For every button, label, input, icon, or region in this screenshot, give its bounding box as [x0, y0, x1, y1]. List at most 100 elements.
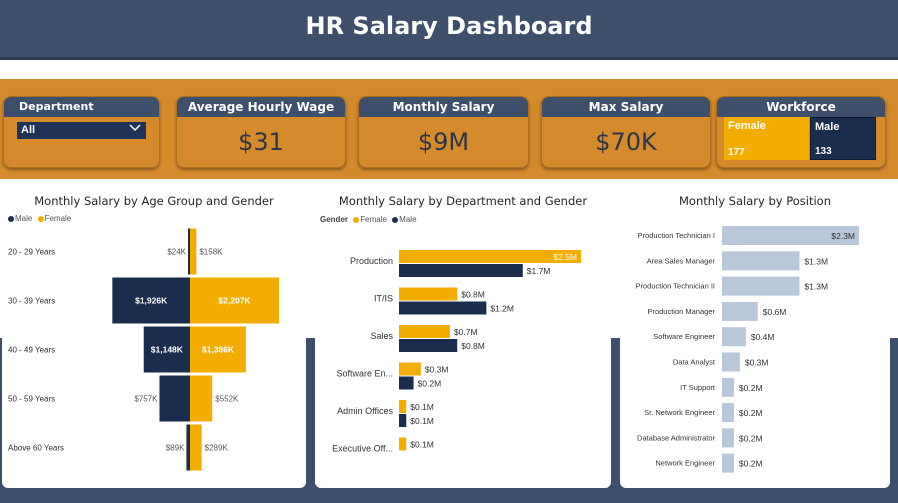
category-label: 20 - 29 Years	[8, 248, 55, 257]
department-label: Department	[4, 97, 159, 117]
data-label-male: $89K	[166, 444, 185, 453]
legend-female-dot	[37, 215, 44, 222]
bar-male	[159, 375, 190, 422]
data-label-male: $0.2M	[418, 379, 442, 389]
bar-position	[722, 327, 746, 347]
department-gender-chart-panel: Monthly Salary by Department and Gender …	[315, 190, 611, 488]
category-label: Software Engineer	[653, 332, 715, 341]
data-label-female: $552K	[215, 395, 239, 404]
category-label: 30 - 39 Years	[8, 297, 55, 306]
kpi-title: Monthly Salary	[359, 97, 528, 117]
bar-female	[190, 375, 213, 422]
data-label-female: $2.5M	[553, 252, 577, 262]
bar-position	[722, 251, 800, 271]
data-label-female: $1,386K	[202, 345, 235, 355]
kpi-card-max-salary: Max Salary $70K	[541, 96, 711, 168]
department-dropdown[interactable]: All	[17, 122, 146, 139]
data-label-male: $1.2M	[490, 304, 514, 314]
data-label-female: $0.7M	[454, 327, 478, 337]
bar-male	[143, 326, 190, 373]
category-label: Production Manager	[647, 307, 715, 316]
bar-female	[190, 326, 246, 373]
header-gap	[0, 63, 898, 79]
bar-female	[190, 424, 202, 471]
kpi-title: Max Salary	[542, 97, 710, 117]
kpi-value: $70K	[595, 128, 657, 156]
chart-title: Monthly Salary by Age Group and Gender	[34, 194, 274, 208]
data-label: $0.2M	[739, 408, 763, 418]
bar-female	[190, 277, 279, 324]
data-label-male: $0.1M	[410, 416, 434, 426]
data-label-male: $1,148K	[151, 345, 184, 355]
bar-male	[188, 228, 190, 275]
data-label: $2.3M	[831, 231, 855, 241]
bar-male	[186, 424, 190, 471]
legend-female-label: Female	[360, 215, 387, 224]
data-label-male: $1.7M	[527, 266, 551, 276]
bar-female	[190, 228, 197, 275]
kpi-value: $9M	[417, 128, 470, 156]
chart-legend: Gender Female Male	[320, 215, 417, 224]
data-label: $1.3M	[804, 282, 828, 292]
bar-female	[399, 400, 407, 413]
workforce-male-count: 133	[815, 146, 832, 157]
chart-title: Monthly Salary by Position	[678, 194, 831, 208]
category-label: Sales	[370, 331, 393, 341]
data-label: $0.2M	[739, 433, 763, 443]
bar-male	[399, 376, 414, 390]
workforce-male-tile[interactable]: Male 133	[810, 117, 876, 160]
department-gender-chart: Production $2.5M$1.7M IT/IS $0.8M $1.2M Sales…	[332, 250, 581, 454]
bar-male	[399, 301, 487, 315]
legend-male-dot	[392, 216, 399, 223]
age-gender-chart: 20 - 29 Years $24K $158K 30 - 39 Years $1,92…	[8, 228, 279, 471]
workforce-title: Workforce	[717, 97, 885, 117]
department-value: All	[21, 124, 36, 136]
age-gender-chart-panel: Monthly Salary by Age Group and Gender M…	[2, 190, 306, 488]
data-label-female: $0.1M	[410, 440, 434, 450]
bar-female	[399, 437, 407, 451]
category-label: IT Support	[680, 383, 716, 392]
legend-male-label: Male	[15, 214, 33, 223]
category-label: 50 - 59 Years	[8, 395, 55, 404]
bar-female	[399, 362, 421, 376]
data-label-female: $0.1M	[410, 402, 434, 412]
category-label: Network Engineer	[655, 459, 715, 468]
data-label-female: $0.8M	[461, 290, 485, 300]
bar-position	[722, 301, 758, 321]
bar-position	[722, 352, 740, 372]
category-label: Data Analyst	[673, 358, 716, 367]
bar-position	[722, 226, 859, 245]
bar-male	[399, 414, 407, 427]
legend-male-dot	[8, 215, 14, 222]
bar-male	[399, 264, 523, 277]
category-label: 40 - 49 Years	[8, 346, 55, 355]
data-label-female: $158K	[199, 248, 223, 257]
bar-male	[112, 277, 190, 324]
category-label: Database Administrator	[637, 433, 715, 442]
dashboard-title: HR Salary Dashboard	[305, 12, 593, 40]
category-label: Production Technician I	[638, 231, 715, 240]
category-label: IT/IS	[374, 294, 393, 304]
legend-female-label: Female	[44, 214, 72, 223]
workforce-female-label: Female	[728, 120, 766, 132]
bar-position	[722, 428, 734, 448]
bar-position	[722, 276, 800, 296]
category-label: Executive Off...	[332, 444, 393, 454]
data-label-female: $0.3M	[425, 365, 449, 375]
bar-male	[399, 339, 458, 352]
bar-position	[722, 377, 734, 397]
workforce-female-tile[interactable]: Female 177	[724, 117, 809, 160]
legend-female-dot	[353, 216, 360, 223]
category-label: Production Technician II	[636, 282, 716, 291]
bar-female	[399, 250, 581, 263]
category-label: Production	[350, 256, 393, 266]
data-label-male: $24K	[167, 248, 186, 257]
legend-male-label: Male	[399, 215, 417, 224]
data-label: $1.3M	[804, 256, 828, 266]
kpi-title: Average Hourly Wage	[177, 97, 345, 117]
category-label: Above 60 Years	[8, 444, 64, 453]
bar-female	[399, 287, 458, 301]
category-label: Admin Offices	[337, 406, 393, 416]
chart-title: Monthly Salary by Department and Gender	[338, 194, 588, 208]
bar-female	[399, 325, 450, 338]
